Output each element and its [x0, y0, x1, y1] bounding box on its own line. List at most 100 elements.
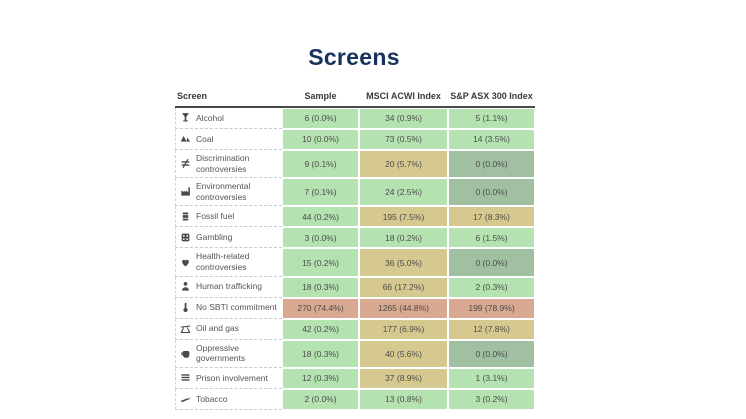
column-header-s-p-asx-300-index: S&P ASX 300 Index: [450, 91, 533, 101]
no-sbti-icon: [179, 302, 191, 314]
table-row: Fossil fuel 44 (0.2%) 195 (7.5%) 17 (8.3%): [175, 206, 535, 228]
health-icon: [179, 256, 191, 268]
value-cell-msci-acwi: 1265 (44.8%): [360, 298, 447, 318]
value-cell-sp-asx-300: 14 (3.5%): [449, 129, 534, 149]
table-row: No SBTI commitment 270 (74.4%) 1265 (44.8%…: [175, 297, 535, 319]
value-cell-msci-acwi: 177 (6.9%): [360, 319, 447, 339]
table-row: Alcohol 6 (0.0%) 34 (0.9%) 5 (1.1%): [175, 107, 535, 129]
value-cell-sample: 3 (0.0%): [283, 228, 358, 248]
value-cell-sp-asx-300: 0 (0.0%): [449, 179, 534, 206]
column-header-msci-acwi-index: MSCI ACWI Index: [366, 91, 441, 101]
value-cell-sp-asx-300: 3 (0.2%): [449, 389, 534, 409]
screen-label: Oil and gas: [196, 323, 239, 334]
screen-label: Prison involvement: [196, 372, 268, 383]
table-row: Oil and gas 42 (0.2%) 177 (6.9%) 12 (7.8%): [175, 318, 535, 340]
value-cell-sample: 7 (0.1%): [283, 179, 358, 206]
screen-label: Health-related controversies: [196, 251, 250, 273]
column-header-sample: Sample: [304, 91, 337, 101]
column-header-screen: Screen: [177, 91, 208, 101]
screen-label-cell: Health-related controversies: [175, 248, 282, 277]
screen-label: Oppressive governments: [196, 342, 246, 364]
value-cell-sample: 18 (0.3%): [283, 340, 358, 367]
value-cell-sp-asx-300: 0 (0.0%): [449, 249, 534, 276]
screens-table: Screen Sample MSCI ACWI Index S&P ASX 300 I…: [175, 91, 535, 410]
value-cell-msci-acwi: 36 (5.0%): [360, 249, 447, 276]
table-row: Oppressive governments 18 (0.3%) 40 (5.6%)…: [175, 339, 535, 368]
value-cell-msci-acwi: 18 (0.2%): [360, 228, 447, 248]
value-cell-sample: 15 (0.2%): [283, 249, 358, 276]
alcohol-icon: [179, 112, 191, 124]
value-cell-sample: 2 (0.0%): [283, 389, 358, 409]
value-cell-msci-acwi: 24 (2.5%): [360, 179, 447, 206]
value-cell-sample: 9 (0.1%): [283, 150, 358, 178]
human-trafficking-icon: [179, 281, 191, 293]
screen-label-cell: Discrimination controversies: [175, 149, 282, 179]
screen-label-cell: Oppressive governments: [175, 339, 282, 368]
screen-label-cell: Alcohol: [175, 107, 282, 129]
tobacco-icon: [179, 393, 191, 405]
screen-label: Tobacco: [196, 393, 228, 404]
value-cell-sample: 6 (0.0%): [283, 108, 358, 128]
table-row: Human trafficking 18 (0.3%) 66 (17.2%) 2 (0…: [175, 276, 535, 298]
table-row: Discrimination controversies 9 (0.1%) 20 (…: [175, 149, 535, 179]
value-cell-msci-acwi: 73 (0.5%): [360, 129, 447, 149]
environment-icon: [179, 186, 191, 198]
table-body: Alcohol 6 (0.0%) 34 (0.9%) 5 (1.1%) Coal 10 (…: [175, 107, 535, 410]
value-cell-sample: 270 (74.4%): [283, 298, 358, 318]
value-cell-sample: 10 (0.0%): [283, 129, 358, 149]
discrimination-icon: [179, 158, 191, 170]
screen-label-cell: Tobacco: [175, 388, 282, 410]
value-cell-sp-asx-300: 1 (3.1%): [449, 368, 534, 388]
value-cell-sp-asx-300: 12 (7.8%): [449, 319, 534, 339]
oil-gas-icon: [179, 323, 191, 335]
value-cell-sample: 18 (0.3%): [283, 277, 358, 297]
value-cell-sp-asx-300: 6 (1.5%): [449, 228, 534, 248]
table-row: Coal 10 (0.0%) 73 (0.5%) 14 (3.5%): [175, 128, 535, 150]
screen-label: Environmental controversies: [196, 181, 251, 202]
value-cell-sp-asx-300: 5 (1.1%): [449, 108, 534, 128]
gambling-icon: [179, 231, 191, 243]
screen-label: Gambling: [196, 232, 233, 243]
oppressive-governments-icon: [179, 347, 191, 359]
screen-label: Fossil fuel: [196, 211, 235, 222]
coal-icon: [179, 133, 191, 145]
screen-label-cell: Coal: [175, 128, 282, 150]
screen-label-cell: No SBTI commitment: [175, 297, 282, 319]
value-cell-msci-acwi: 34 (0.9%): [360, 108, 447, 128]
value-cell-msci-acwi: 37 (8.9%): [360, 368, 447, 388]
value-cell-sample: 42 (0.2%): [283, 319, 358, 339]
value-cell-sp-asx-300: 0 (0.0%): [449, 340, 534, 367]
value-cell-sp-asx-300: 199 (78.9%): [449, 298, 534, 318]
value-cell-msci-acwi: 40 (5.6%): [360, 340, 447, 367]
value-cell-msci-acwi: 66 (17.2%): [360, 277, 447, 297]
value-cell-sample: 44 (0.2%): [283, 207, 358, 227]
screen-label-cell: Fossil fuel: [175, 206, 282, 228]
screen-label: Coal: [196, 133, 214, 144]
screen-label-cell: Environmental controversies: [175, 178, 282, 207]
value-cell-sp-asx-300: 2 (0.3%): [449, 277, 534, 297]
screen-label-cell: Human trafficking: [175, 276, 282, 298]
table-row: Gambling 3 (0.0%) 18 (0.2%) 6 (1.5%): [175, 227, 535, 249]
value-cell-sp-asx-300: 0 (0.0%): [449, 150, 534, 178]
prison-icon: [179, 372, 191, 384]
screen-label: Discrimination controversies: [196, 152, 250, 174]
screen-label: No SBTI commitment: [196, 302, 277, 313]
screen-label: Human trafficking: [196, 281, 262, 292]
value-cell-msci-acwi: 195 (7.5%): [360, 207, 447, 227]
table-header-row: Screen Sample MSCI ACWI Index S&P ASX 300 I…: [175, 91, 535, 108]
page-title: Screens: [308, 44, 400, 70]
table-row: Prison involvement 12 (0.3%) 37 (8.9%) 1 (3…: [175, 367, 535, 389]
table-row: Tobacco 2 (0.0%) 13 (0.8%) 3 (0.2%): [175, 388, 535, 410]
table-row: Environmental controversies 7 (0.1%) 24 (2…: [175, 178, 535, 207]
screen-label-cell: Oil and gas: [175, 318, 282, 340]
fossil-fuel-icon: [179, 210, 191, 222]
value-cell-sample: 12 (0.3%): [283, 368, 358, 388]
screen-label: Alcohol: [196, 112, 224, 123]
screen-label-cell: Prison involvement: [175, 367, 282, 389]
value-cell-msci-acwi: 20 (5.7%): [360, 150, 447, 178]
screen-label-cell: Gambling: [175, 227, 282, 249]
table-row: Health-related controversies 15 (0.2%) 36 …: [175, 248, 535, 277]
value-cell-sp-asx-300: 17 (8.3%): [449, 207, 534, 227]
value-cell-msci-acwi: 13 (0.8%): [360, 389, 447, 409]
